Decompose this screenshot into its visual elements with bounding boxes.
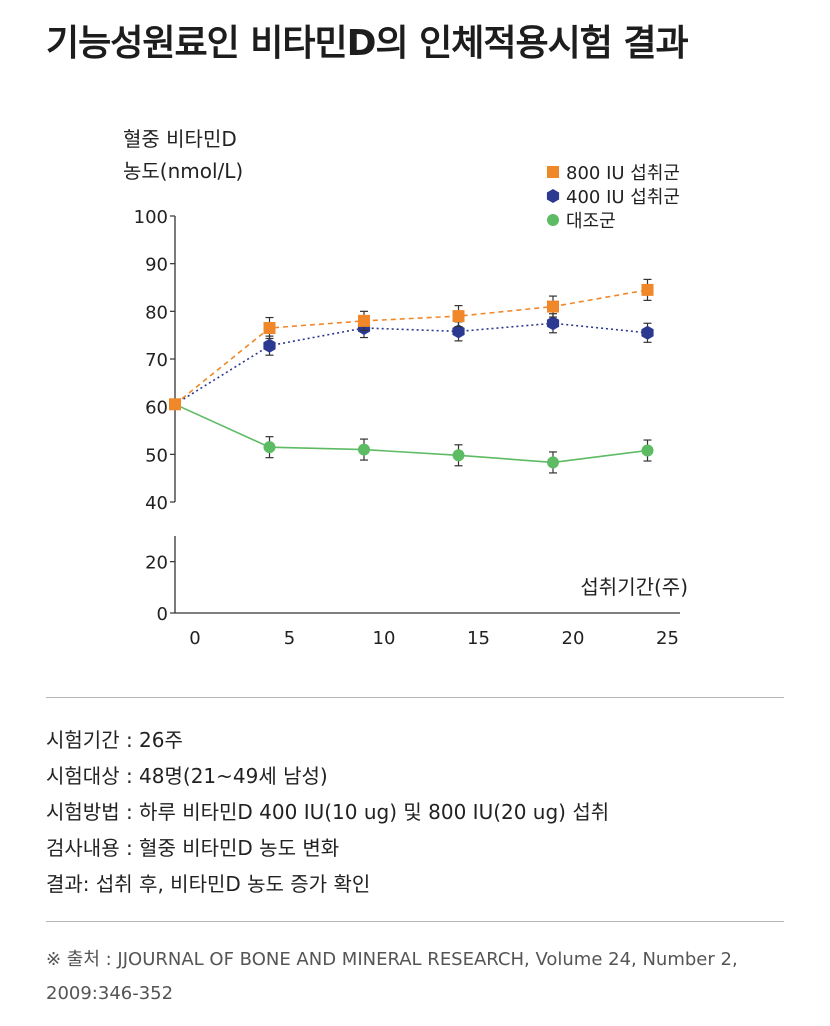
data-point	[263, 322, 276, 335]
series-line	[174, 322, 648, 405]
x-tick-label: 15	[467, 628, 490, 649]
info-method: 시험방법 : 하루 비타민D 400 IU(10 ug) 및 800 IU(20…	[46, 800, 610, 824]
data-point	[452, 324, 465, 339]
y-tick-label: 0	[157, 604, 168, 625]
divider-top	[46, 697, 784, 698]
data-point	[358, 314, 370, 327]
legend-label: 800 IU 섭취군	[566, 163, 680, 184]
x-tick-label: 5	[284, 628, 295, 649]
data-point	[452, 310, 465, 323]
series-line	[174, 289, 648, 405]
legend-label: 대조군	[566, 211, 616, 232]
info-subjects: 시험대상 : 48명(21~49세 남성)	[46, 764, 328, 788]
y-tick-label: 50	[145, 445, 168, 466]
data-point	[546, 316, 560, 331]
y-axis-label-line-1: 혈중 비타민D	[123, 127, 237, 151]
data-point	[358, 443, 370, 456]
chart-axes: 40 50 60 70 80 90 100 0 20 0 5 10 15 20 25	[134, 207, 680, 649]
source-citation: ※ 출처 : JJOURNAL OF BONE AND MINERAL RESE…	[46, 949, 738, 1004]
divider-bottom	[46, 921, 784, 922]
data-point	[641, 444, 654, 457]
x-tick-label: 10	[373, 628, 396, 649]
data-point	[641, 325, 654, 340]
study-info: 시험기간 : 26주 시험대상 : 48명(21~49세 남성) 시험방법 : …	[46, 722, 609, 902]
info-result: 결과: 섭취 후, 비타민D 농도 증가 확인	[46, 872, 371, 896]
y-tick-label: 70	[145, 350, 168, 371]
legend-marker	[546, 189, 560, 203]
y-tick-label: 60	[145, 398, 168, 419]
data-point	[547, 300, 559, 313]
data-point	[452, 449, 465, 462]
x-tick-label: 20	[562, 628, 585, 649]
data-point	[169, 398, 181, 411]
data-point	[263, 338, 276, 353]
legend-label: 400 IU 섭취군	[566, 187, 680, 208]
info-measure: 검사내용 : 혈중 비타민D 농도 변화	[46, 836, 340, 860]
y-tick-label: 100	[134, 207, 168, 228]
data-point	[547, 456, 559, 469]
y-tick-label: 40	[145, 493, 168, 514]
series-1	[174, 313, 654, 405]
y-tick-label: 80	[145, 302, 168, 323]
info-period: 시험기간 : 26주	[46, 728, 183, 752]
y-axis-label-line-2: 농도(nmol/L)	[123, 159, 243, 183]
legend-marker	[547, 214, 559, 226]
series-line	[174, 403, 648, 464]
x-axis-label: 섭취기간(주)	[580, 575, 688, 599]
vitamin-d-chart: 혈중 비타민D 농도(nmol/L) 섭취기간(주) 4050607080901…	[123, 127, 688, 649]
series-0	[169, 278, 654, 411]
x-tick-label: 0	[189, 628, 200, 649]
data-point	[641, 283, 654, 296]
page-title: 기능성원료인 비타민D의 인체적용시험 결과	[46, 23, 689, 64]
y-tick-label: 90	[145, 255, 168, 276]
series-layer	[169, 278, 654, 474]
series-2	[174, 403, 654, 474]
legend-marker	[547, 166, 559, 178]
y-tick-label: 20	[145, 553, 168, 574]
x-tick-label: 25	[656, 628, 679, 649]
data-point	[263, 441, 276, 454]
